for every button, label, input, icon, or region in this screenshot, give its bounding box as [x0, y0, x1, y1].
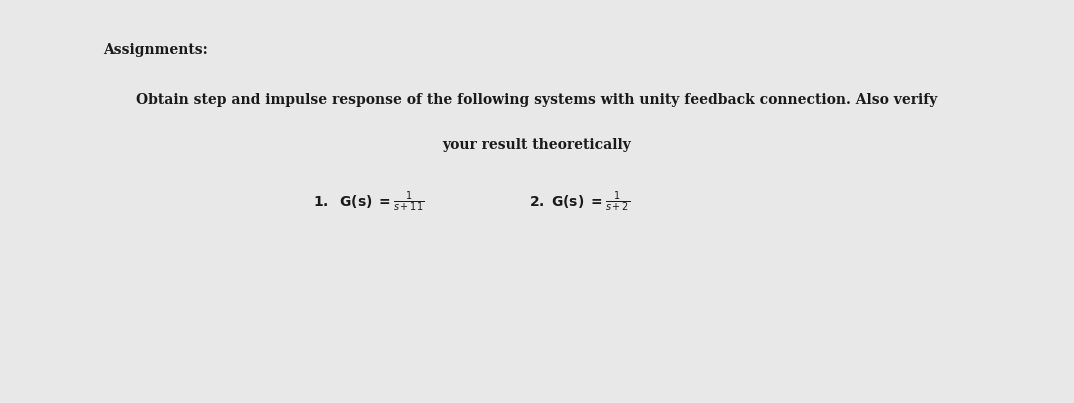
- Text: $\mathbf{1.}$  $\mathbf{G(s)}$ $\mathbf{=}$: $\mathbf{1.}$ $\mathbf{G(s)}$ $\mathbf{=…: [313, 193, 391, 210]
- Text: $\frac{1}{s+2}$: $\frac{1}{s+2}$: [605, 189, 629, 214]
- Text: Assignments:: Assignments:: [103, 43, 207, 57]
- Text: Obtain step and impulse response of the following systems with unity feedback co: Obtain step and impulse response of the …: [136, 93, 938, 107]
- Text: $\frac{1}{s+11}$: $\frac{1}{s+11}$: [393, 189, 424, 214]
- Text: your result theoretically: your result theoretically: [442, 138, 632, 152]
- Text: $\mathbf{2.}$ $\mathbf{G(s)}$ $\mathbf{=}$: $\mathbf{2.}$ $\mathbf{G(s)}$ $\mathbf{=…: [529, 193, 603, 210]
